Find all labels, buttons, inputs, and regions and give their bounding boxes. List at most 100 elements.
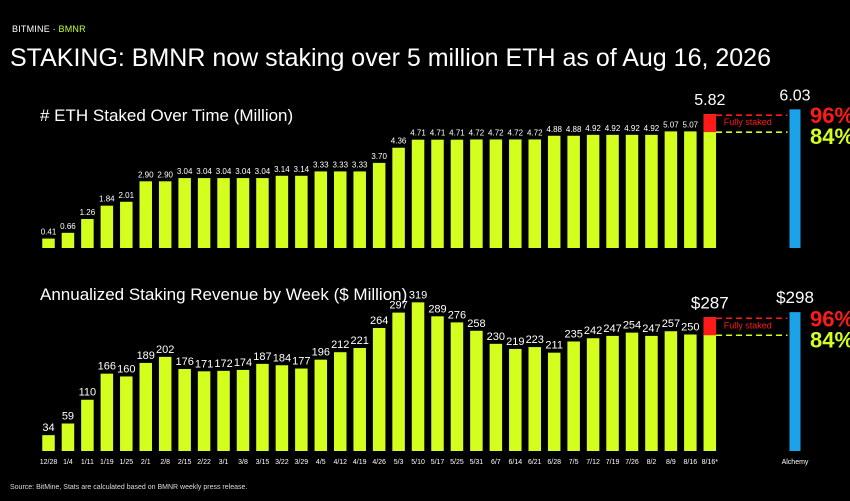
x-tick-label-6: 2/8 xyxy=(160,459,170,466)
x-tick-label-34: 8/16* xyxy=(702,459,719,466)
x-tick-label-9: 3/1 xyxy=(219,459,229,466)
value-label-1-35: $298 xyxy=(776,288,814,307)
value-label-0-16: 3.33 xyxy=(352,160,368,169)
bar-0-31 xyxy=(645,134,658,248)
bar-1-18 xyxy=(392,312,405,451)
bar-0-0 xyxy=(42,238,55,248)
bar-0-11 xyxy=(256,178,269,248)
chart-title-eth-staked: # ETH Staked Over Time (Million) xyxy=(40,106,294,125)
x-tick-label-23: 6/7 xyxy=(491,459,501,466)
x-tick-label-18: 5/3 xyxy=(394,459,404,466)
x-tick-label-19: 5/10 xyxy=(411,459,425,466)
value-label-1-19: 319 xyxy=(409,289,427,301)
value-label-0-34: 5.82 xyxy=(694,92,725,109)
x-tick-label-3: 1/19 xyxy=(100,459,114,466)
bar-1-10 xyxy=(236,369,250,451)
x-tick-label-1: 1/4 xyxy=(63,459,73,466)
bar-0-15 xyxy=(334,171,347,248)
value-label-0-8: 3.04 xyxy=(196,167,212,176)
value-label-1-15: 212 xyxy=(331,339,349,351)
x-tick-label-24: 6/14 xyxy=(508,459,522,466)
value-label-0-20: 4.71 xyxy=(430,129,446,138)
bar-0-20 xyxy=(431,139,444,248)
bar-0-26 xyxy=(547,135,561,248)
value-label-1-28: 242 xyxy=(584,325,602,337)
x-tick-label-21: 5/25 xyxy=(450,459,464,466)
bar-1-34 xyxy=(703,317,717,451)
value-label-0-30: 4.92 xyxy=(624,124,640,133)
bar-0-22 xyxy=(470,139,483,248)
value-label-0-35: 6.03 xyxy=(779,87,810,104)
brand-label: BITMINE · BMNR xyxy=(12,24,86,34)
value-label-1-32: 257 xyxy=(662,318,680,330)
value-label-1-9: 172 xyxy=(214,358,232,370)
x-tick-label-30: 7/26 xyxy=(625,459,639,466)
x-tick-label-7: 2/15 xyxy=(178,459,192,466)
bar-0-21 xyxy=(450,139,464,248)
x-tick-label-26: 6/28 xyxy=(547,459,561,466)
x-tick-label-4: 1/25 xyxy=(119,459,133,466)
bar-0-10 xyxy=(236,178,250,248)
value-label-1-10: 174 xyxy=(234,357,252,369)
bar-0-30 xyxy=(625,134,639,248)
bar-1-27 xyxy=(567,341,580,451)
x-tick-label-16: 4/19 xyxy=(353,459,367,466)
pct-84-label-0: 84% xyxy=(810,124,850,149)
x-tick-label-20: 5/17 xyxy=(431,459,445,466)
bar-1-20 xyxy=(431,316,444,451)
bar-1-4 xyxy=(120,376,133,451)
bar-0-25 xyxy=(528,139,541,248)
value-label-1-20: 289 xyxy=(428,303,446,315)
value-label-1-24: 219 xyxy=(506,336,524,348)
value-label-0-29: 4.92 xyxy=(605,124,621,133)
x-tick-label-28: 7/12 xyxy=(586,459,600,466)
x-tick-label-11: 3/15 xyxy=(256,459,270,466)
bar-0-23 xyxy=(489,139,503,248)
value-label-0-11: 3.04 xyxy=(255,167,271,176)
bar-0-3 xyxy=(100,205,114,248)
value-label-1-33: 250 xyxy=(681,322,699,334)
value-label-0-25: 4.72 xyxy=(527,128,543,137)
bar-0-19 xyxy=(411,139,425,248)
chart-title-revenue: Annualized Staking Revenue by Week ($ Mi… xyxy=(40,285,408,304)
value-label-1-30: 254 xyxy=(623,320,641,332)
bar-1-21 xyxy=(450,322,464,451)
value-label-1-13: 177 xyxy=(292,356,310,368)
bar-1-16 xyxy=(353,348,366,451)
x-tick-label-27: 7/5 xyxy=(569,459,579,466)
value-label-1-34: $287 xyxy=(691,293,729,312)
fully-staked-label-0: Fully staked xyxy=(724,117,772,127)
value-label-0-2: 1.26 xyxy=(80,208,96,217)
x-tick-label-22: 5/31 xyxy=(470,459,484,466)
value-label-0-28: 4.92 xyxy=(585,124,601,133)
value-label-1-4: 160 xyxy=(117,363,135,375)
x-tick-label-35: Alchemy xyxy=(782,459,809,466)
bar-0-4 xyxy=(120,201,133,248)
bar-1-14 xyxy=(314,359,328,451)
value-label-1-26: 211 xyxy=(545,340,563,352)
bar-1-0 xyxy=(42,435,55,451)
bar-1-35 xyxy=(789,312,801,451)
bar-1-3 xyxy=(100,373,114,451)
bar-0-35 xyxy=(789,109,801,248)
value-label-0-23: 4.72 xyxy=(488,128,504,137)
value-label-0-15: 3.33 xyxy=(332,160,348,169)
value-label-0-13: 3.14 xyxy=(294,165,310,174)
value-label-1-2: 110 xyxy=(79,387,97,399)
bar-1-23 xyxy=(489,343,503,451)
value-label-1-27: 235 xyxy=(564,328,582,340)
fully-staked-box-0 xyxy=(703,114,717,133)
value-label-1-22: 258 xyxy=(467,318,485,330)
bar-0-27 xyxy=(567,135,580,248)
bar-1-15 xyxy=(334,352,347,451)
bar-0-1 xyxy=(61,232,75,248)
value-label-0-31: 4.92 xyxy=(644,124,660,133)
x-tick-label-25: 6/21 xyxy=(528,459,542,466)
value-label-1-14: 196 xyxy=(312,347,330,359)
x-tick-label-29: 7/19 xyxy=(606,459,620,466)
value-label-1-7: 176 xyxy=(175,356,193,368)
value-label-0-18: 4.36 xyxy=(391,137,407,146)
page-title: STAKING: BMNR now staking over 5 million… xyxy=(10,44,771,72)
value-label-1-29: 247 xyxy=(603,323,621,335)
value-label-0-24: 4.72 xyxy=(508,128,524,137)
